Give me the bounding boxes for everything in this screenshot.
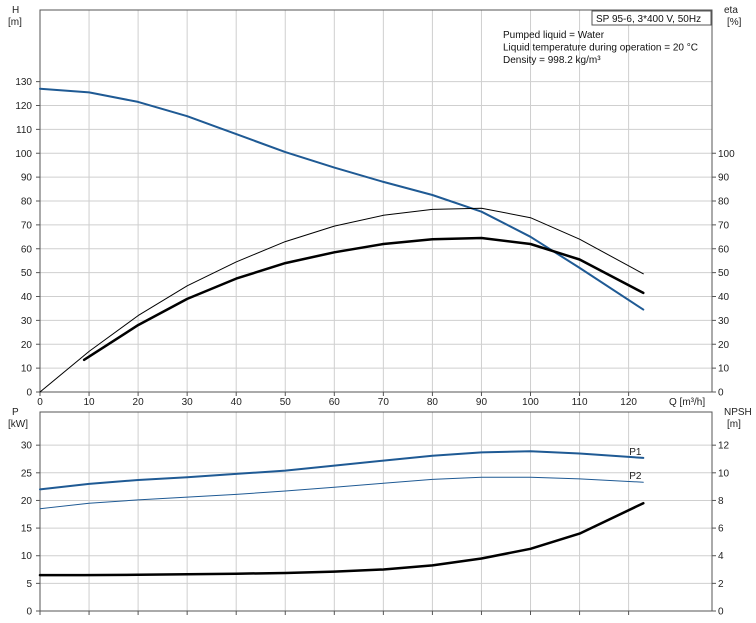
left-axis-tick-label: 70 [21,220,33,231]
left-axis-label: H [12,5,19,16]
right-axis-tick-label: 30 [718,316,730,327]
x-axis-tick-label: 90 [476,397,488,408]
left-axis-tick-label: 15 [21,524,33,535]
left-axis-tick-label: 50 [21,268,33,279]
right-axis-tick-label: 80 [718,197,730,208]
left-axis-tick-label: 40 [21,292,33,303]
left-axis-tick-label: 110 [16,125,32,136]
x-axis-tick-label: 10 [83,397,95,408]
x-axis-tick-label: 100 [522,397,539,408]
right-axis-tick-label: 100 [718,149,735,160]
x-axis-label: Q [m³/h] [669,397,705,408]
left-axis-tick-label: 5 [26,579,32,590]
x-axis-tick-label: 60 [329,397,341,408]
series-line-curve-3 [82,236,645,362]
right-axis-tick-label: 6 [718,524,724,535]
series-line-curve-2 [39,207,644,393]
left-axis-tick-label: 80 [21,197,33,208]
x-axis-tick-label: 110 [572,397,588,408]
left-axis-tick-label: 30 [21,316,33,327]
series-line-p1 [39,450,645,491]
right-axis-tick-label: 4 [718,551,724,562]
right-axis-tick-label: 2 [718,579,724,590]
x-axis-tick-label: 40 [231,397,243,408]
right-axis-tick-label: 10 [718,468,730,479]
left-axis-tick-label: 0 [26,388,32,399]
condition-note: Liquid temperature during operation = 20… [503,43,698,54]
left-axis-unit: [m] [8,17,22,28]
right-axis-tick-label: 90 [718,173,730,184]
series-line-p2 [39,476,644,510]
series-label-p2: P2 [629,471,642,482]
left-axis-tick-label: 60 [21,244,33,255]
right-axis-tick-label: 12 [718,441,730,452]
left-axis-tick-label: 20 [21,496,33,507]
left-axis-tick-label: 10 [21,364,33,375]
right-axis-tick-label: 0 [718,388,724,399]
plot-frame [39,411,713,612]
right-axis-label: NPSH [724,407,752,418]
right-axis-tick-label: 8 [718,496,724,507]
series-label-p1: P1 [629,447,642,458]
right-axis-tick-label: 10 [718,364,730,375]
left-axis-label: P [12,407,19,418]
left-axis-tick-label: 90 [21,173,33,184]
left-axis-tick-label: 100 [15,149,32,160]
x-axis-tick-label: 80 [427,397,439,408]
x-axis-tick-label: 0 [37,397,43,408]
x-axis-tick-label: 30 [182,397,194,408]
left-axis-tick-label: 10 [21,551,33,562]
right-axis-tick-label: 0 [718,607,724,618]
left-axis-tick-label: 120 [15,101,32,112]
right-axis-label: eta [724,5,738,16]
title-box [591,10,712,26]
left-axis-tick-label: 30 [21,441,33,452]
right-axis-unit: [%] [727,17,742,28]
x-axis-tick-label: 20 [133,397,145,408]
condition-note: Density = 998.2 kg/m³ [503,55,601,66]
condition-note: Pumped liquid = Water [503,30,605,41]
right-axis-tick-label: 50 [718,268,730,279]
left-axis-tick-label: 0 [26,607,32,618]
right-axis-tick-label: 20 [718,340,730,351]
series-line-curve-1 [39,87,645,311]
left-axis-unit: [kW] [8,419,28,430]
series-line-curve-3 [38,501,645,577]
left-axis-tick-label: 20 [21,340,33,351]
left-axis-tick-label: 25 [21,468,33,479]
right-axis-tick-label: 70 [718,220,730,231]
x-axis-tick-label: 70 [378,397,390,408]
left-axis-tick-label: 130 [15,77,32,88]
right-axis-tick-label: 60 [718,244,730,255]
x-axis-tick-label: 120 [620,397,637,408]
x-axis-tick-label: 50 [280,397,292,408]
right-axis-unit: [m] [727,419,741,430]
chart-title: SP 95-6, 3*400 V, 50Hz [596,14,701,25]
right-axis-tick-label: 40 [718,292,730,303]
